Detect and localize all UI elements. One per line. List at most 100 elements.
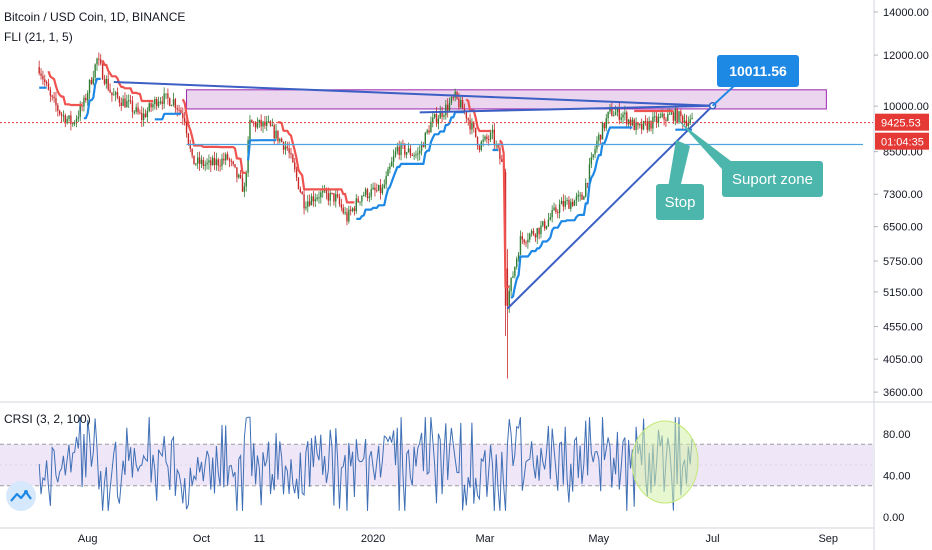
candle-body: [167, 93, 169, 99]
crsi-indicator-label[interactable]: CRSI (3, 2, 100): [4, 412, 91, 426]
crsi-axis-label: 40.00: [883, 470, 911, 482]
candle-body: [116, 92, 119, 98]
candle-body: [100, 59, 102, 64]
fli-resistance-line: [181, 98, 247, 174]
candle-body: [195, 163, 197, 165]
candle-body: [42, 75, 44, 80]
candle-body: [122, 98, 124, 106]
candle-body: [439, 111, 441, 119]
candle-body: [613, 115, 615, 117]
candle-body: [674, 109, 676, 121]
candle-body: [514, 266, 516, 277]
candle-body: [655, 116, 658, 123]
indicator-label[interactable]: FLI (21, 1, 5): [4, 30, 73, 44]
candle-body: [607, 111, 609, 119]
candle-body: [639, 123, 641, 126]
candle-body: [340, 204, 343, 208]
candle-body: [206, 162, 208, 165]
candle-body: [521, 236, 524, 240]
candle-body: [424, 132, 427, 148]
candle-body: [47, 83, 50, 91]
candle-body: [654, 116, 656, 118]
candle-body: [351, 208, 354, 211]
candle-body: [409, 148, 412, 155]
candle-body: [437, 118, 440, 124]
candle-body: [232, 161, 234, 165]
candle-body: [45, 81, 48, 84]
candle-body: [364, 189, 367, 196]
time-axis-label: Oct: [193, 533, 210, 545]
candle-body: [297, 177, 300, 189]
candle-body: [155, 99, 158, 107]
price-axis-label: 6500.00: [883, 222, 923, 234]
candle-body: [482, 139, 484, 142]
candle-body: [51, 95, 53, 97]
tradingview-logo: [6, 481, 36, 511]
candle-body: [560, 200, 563, 205]
candle-body: [148, 103, 150, 112]
candle-body: [366, 189, 369, 198]
candle-body: [133, 111, 136, 113]
candle-body: [538, 228, 540, 235]
candle-body: [178, 109, 180, 111]
candle-body: [644, 121, 647, 123]
candle-body: [585, 183, 587, 197]
candle-body: [543, 221, 546, 229]
candle-body: [404, 144, 406, 155]
candle-body: [361, 195, 363, 202]
candle-body: [176, 108, 178, 110]
candle-body: [381, 187, 384, 194]
candle-body: [101, 63, 104, 80]
candle-body: [185, 121, 188, 134]
candle-body: [680, 111, 682, 117]
candle-body: [458, 98, 460, 108]
candle-body: [430, 121, 432, 133]
candle-body: [258, 119, 260, 124]
candle-body: [566, 199, 568, 202]
current-price-tag: 9425.53: [881, 118, 921, 130]
price-axis-label: 10000.00: [883, 101, 929, 113]
chart-title: Bitcoin / USD Coin, 1D, BINANCE: [4, 10, 186, 24]
resistance-zone-box: [186, 89, 827, 110]
candle-body: [198, 157, 201, 164]
candle-body: [428, 130, 430, 133]
candle-body: [629, 119, 632, 126]
candle-body: [374, 187, 376, 191]
candle-body: [202, 159, 205, 166]
candle-body: [661, 113, 663, 117]
fli-resistance-line: [277, 121, 355, 204]
candle-body: [157, 101, 160, 107]
candle-body: [269, 121, 272, 126]
fli-support-line: [356, 110, 465, 220]
stop-callout: Stop: [656, 184, 704, 220]
candle-body: [307, 201, 309, 207]
candle-body: [131, 101, 134, 112]
candle-body: [599, 134, 602, 140]
candle-body: [234, 164, 236, 168]
candle-body: [575, 196, 578, 201]
candle-body: [204, 164, 206, 166]
candle-body: [443, 115, 445, 117]
candle-body: [413, 155, 415, 157]
candle-body: [598, 134, 600, 141]
candle-body: [284, 146, 287, 150]
candle-body: [461, 100, 464, 110]
candle-body: [113, 94, 115, 96]
candle-body: [141, 112, 143, 120]
candle-body: [411, 154, 413, 156]
candle-body: [372, 187, 374, 190]
candle-body: [508, 290, 510, 307]
candle-body: [128, 100, 130, 102]
candle-body: [213, 157, 216, 166]
candle-body: [238, 174, 240, 178]
candle-body: [226, 154, 229, 160]
candle-body: [245, 172, 247, 187]
fli-support-line: [510, 126, 633, 299]
candle-body: [333, 193, 335, 202]
candle-body: [527, 239, 529, 243]
candle-body: [64, 115, 66, 124]
candle-body: [553, 207, 555, 210]
crsi-highlight-ellipse: [631, 420, 699, 504]
candle-body: [225, 154, 227, 161]
